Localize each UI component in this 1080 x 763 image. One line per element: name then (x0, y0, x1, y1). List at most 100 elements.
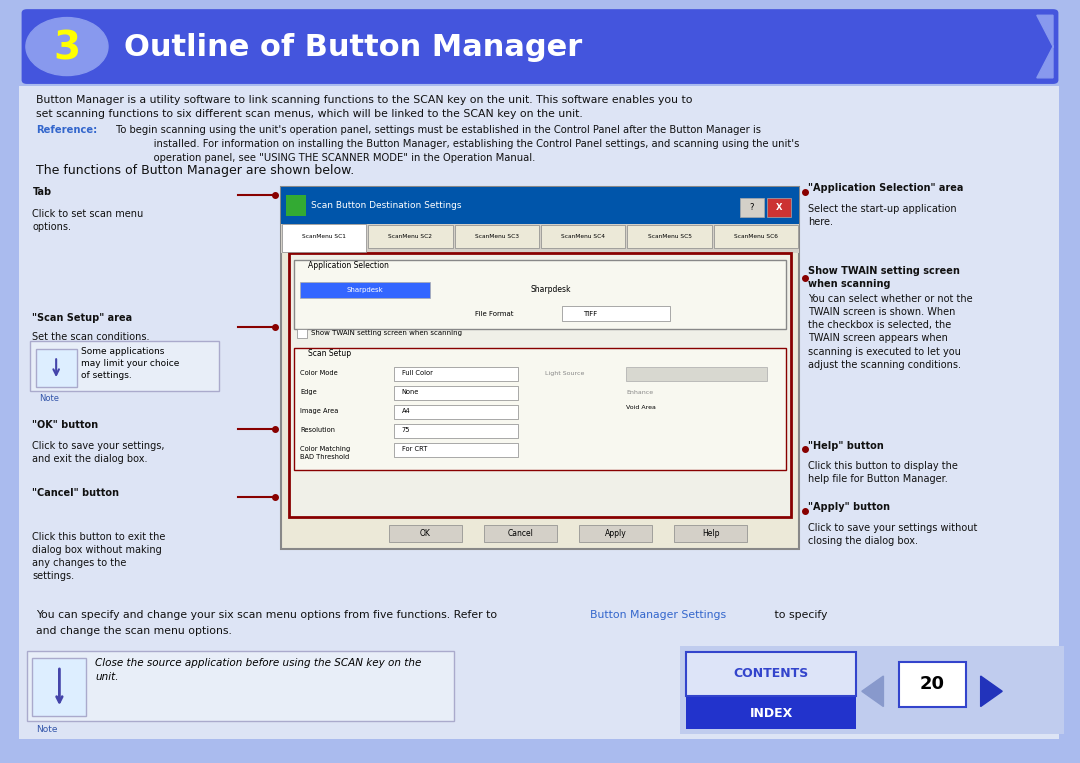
Text: Tab: Tab (32, 187, 52, 197)
FancyBboxPatch shape (714, 225, 798, 248)
Text: You can select whether or not the
TWAIN screen is shown. When
the checkbox is se: You can select whether or not the TWAIN … (808, 294, 972, 370)
Text: ?: ? (750, 203, 754, 212)
Text: Enhance: Enhance (626, 390, 653, 394)
FancyBboxPatch shape (740, 198, 764, 217)
Polygon shape (981, 676, 1002, 707)
Text: Light Source: Light Source (545, 372, 584, 376)
Text: X: X (775, 203, 782, 212)
Text: Color Matching: Color Matching (300, 446, 351, 452)
Text: Sharpdesk: Sharpdesk (347, 287, 383, 293)
FancyBboxPatch shape (32, 658, 86, 716)
FancyBboxPatch shape (686, 697, 856, 729)
FancyBboxPatch shape (30, 341, 219, 391)
FancyBboxPatch shape (300, 282, 430, 298)
Text: Note: Note (39, 394, 59, 403)
FancyBboxPatch shape (627, 225, 712, 248)
FancyBboxPatch shape (394, 405, 518, 419)
Text: Click to set scan menu
options.: Click to set scan menu options. (32, 209, 144, 232)
FancyBboxPatch shape (281, 187, 799, 549)
Text: BAD Threshold: BAD Threshold (300, 454, 350, 460)
Text: A4: A4 (402, 408, 410, 414)
Text: Edge: Edge (300, 389, 318, 395)
Text: Select the start-up application
here.: Select the start-up application here. (808, 204, 957, 227)
Text: 3: 3 (53, 29, 81, 67)
FancyBboxPatch shape (394, 367, 518, 381)
Text: Sharpdesk: Sharpdesk (530, 285, 571, 295)
Text: Cancel: Cancel (508, 529, 534, 538)
Text: Button Manager Settings: Button Manager Settings (590, 610, 726, 620)
FancyBboxPatch shape (484, 525, 557, 542)
FancyBboxPatch shape (562, 306, 670, 321)
Text: File Format: File Format (475, 311, 514, 317)
Text: Note: Note (36, 725, 57, 734)
Text: ScanMenu SC3: ScanMenu SC3 (475, 234, 518, 239)
Text: ScanMenu SC6: ScanMenu SC6 (734, 234, 778, 239)
Text: Click to save your settings,
and exit the dialog box.: Click to save your settings, and exit th… (32, 441, 165, 464)
Text: Full Color: Full Color (402, 370, 433, 376)
Text: Scan Button Destination Settings: Scan Button Destination Settings (311, 201, 461, 210)
FancyBboxPatch shape (289, 253, 791, 517)
FancyBboxPatch shape (286, 195, 306, 216)
Text: CONTENTS: CONTENTS (733, 667, 809, 681)
FancyBboxPatch shape (541, 225, 625, 248)
Text: Application Selection: Application Selection (308, 261, 389, 270)
Text: Image Area: Image Area (300, 408, 339, 414)
Text: ScanMenu SC4: ScanMenu SC4 (562, 234, 605, 239)
FancyBboxPatch shape (674, 525, 747, 542)
Text: 20: 20 (919, 675, 945, 694)
FancyBboxPatch shape (767, 198, 791, 217)
FancyBboxPatch shape (394, 386, 518, 400)
Text: Show TWAIN setting screen
when scanning: Show TWAIN setting screen when scanning (808, 266, 960, 288)
FancyBboxPatch shape (294, 260, 786, 329)
Text: Some applications
may limit your choice
of settings.: Some applications may limit your choice … (81, 347, 179, 380)
FancyBboxPatch shape (389, 525, 462, 542)
Text: Set the scan conditions.: Set the scan conditions. (32, 332, 150, 342)
FancyBboxPatch shape (281, 187, 799, 224)
Text: The functions of Button Manager are shown below.: The functions of Button Manager are show… (36, 164, 354, 177)
Text: "Help" button: "Help" button (808, 441, 883, 451)
Polygon shape (1037, 15, 1053, 78)
Text: Click this button to exit the
dialog box without making
any changes to the
setti: Click this button to exit the dialog box… (32, 532, 165, 581)
Text: ScanMenu SC5: ScanMenu SC5 (648, 234, 691, 239)
FancyBboxPatch shape (394, 424, 518, 438)
FancyBboxPatch shape (686, 652, 856, 696)
FancyBboxPatch shape (680, 646, 1064, 734)
FancyBboxPatch shape (36, 349, 77, 387)
Text: Outline of Button Manager: Outline of Button Manager (124, 33, 582, 62)
FancyBboxPatch shape (294, 348, 786, 470)
FancyBboxPatch shape (22, 9, 1058, 84)
Text: Click this button to display the
help file for Button Manager.: Click this button to display the help fi… (808, 461, 958, 484)
Text: OK: OK (420, 529, 431, 538)
Text: Void Area: Void Area (626, 405, 657, 410)
Text: Close the source application before using the SCAN key on the
unit.: Close the source application before usin… (95, 658, 421, 681)
FancyBboxPatch shape (394, 443, 518, 457)
Text: Button Manager is a utility software to link scanning functions to the SCAN key : Button Manager is a utility software to … (36, 95, 692, 119)
Text: "OK" button: "OK" button (32, 420, 98, 430)
Text: Color Mode: Color Mode (300, 370, 338, 376)
Text: Click to save your settings without
closing the dialog box.: Click to save your settings without clos… (808, 523, 977, 546)
Text: "Cancel" button: "Cancel" button (32, 488, 120, 498)
FancyBboxPatch shape (368, 225, 453, 248)
Text: Apply: Apply (605, 529, 626, 538)
Text: For CRT: For CRT (402, 446, 427, 452)
Text: Scan Setup: Scan Setup (308, 349, 351, 358)
FancyBboxPatch shape (899, 662, 966, 707)
FancyBboxPatch shape (579, 525, 652, 542)
FancyBboxPatch shape (626, 367, 767, 381)
FancyBboxPatch shape (19, 86, 1059, 739)
FancyBboxPatch shape (297, 329, 307, 338)
Polygon shape (862, 676, 883, 707)
Text: Resolution: Resolution (300, 427, 335, 433)
Text: None: None (402, 389, 419, 395)
Text: "Application Selection" area: "Application Selection" area (808, 183, 963, 193)
FancyBboxPatch shape (281, 224, 799, 253)
Text: Help: Help (702, 529, 719, 538)
FancyBboxPatch shape (282, 224, 366, 252)
Text: to specify: to specify (771, 610, 827, 620)
Text: To begin scanning using the unit's operation panel, settings must be established: To begin scanning using the unit's opera… (113, 125, 800, 163)
FancyBboxPatch shape (455, 225, 539, 248)
Circle shape (26, 18, 108, 76)
Text: "Apply" button: "Apply" button (808, 502, 890, 512)
Text: You can specify and change your six scan menu options from five functions. Refer: You can specify and change your six scan… (36, 610, 500, 620)
Text: ScanMenu SC2: ScanMenu SC2 (389, 234, 432, 239)
